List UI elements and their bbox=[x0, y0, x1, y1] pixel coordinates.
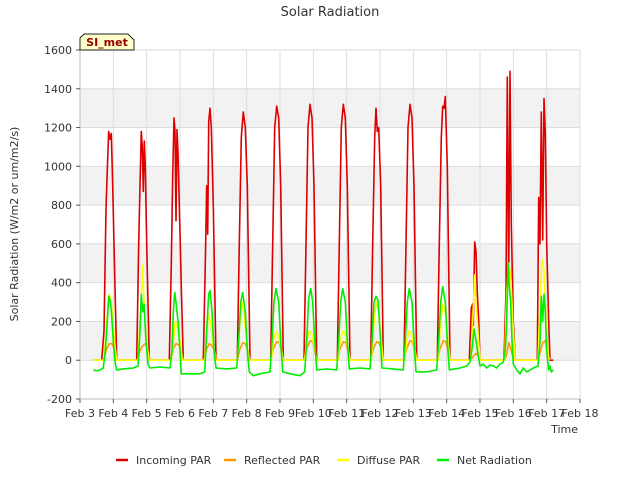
y-tick-label: 200 bbox=[51, 315, 72, 328]
y-tick-label: 1200 bbox=[44, 122, 72, 135]
y-tick-label: 1600 bbox=[44, 44, 72, 57]
x-tick-label: Feb 15 bbox=[462, 407, 499, 420]
x-tick-label: Feb 6 bbox=[165, 407, 195, 420]
y-tick-label: 600 bbox=[51, 238, 72, 251]
x-tick-label: Feb 11 bbox=[328, 407, 365, 420]
x-tick-label: Feb 4 bbox=[98, 407, 128, 420]
legend-item-diffuse-par: Diffuse PAR bbox=[337, 454, 421, 467]
plot-background-bands bbox=[80, 50, 580, 399]
x-tick-label: Feb 3 bbox=[65, 407, 95, 420]
plot-band bbox=[80, 88, 580, 128]
x-tick-label: Feb 8 bbox=[232, 407, 262, 420]
y-tick-label: 0 bbox=[65, 354, 72, 367]
series-layer bbox=[93, 70, 554, 377]
series-line-net-radiation bbox=[93, 262, 554, 377]
legend-item-reflected-par: Reflected PAR bbox=[224, 454, 321, 467]
annotation-box: SI_met bbox=[79, 33, 135, 51]
x-tick-label: Feb 13 bbox=[395, 407, 432, 420]
x-tick-label: Feb 14 bbox=[428, 407, 465, 420]
legend-label: Net Radiation bbox=[457, 454, 532, 467]
plot-band bbox=[80, 321, 580, 361]
chart-title: Solar Radiation bbox=[281, 5, 380, 20]
legend-label: Diffuse PAR bbox=[357, 454, 421, 467]
x-tick-label: Feb 17 bbox=[528, 407, 565, 420]
legend-item-net-radiation: Net Radiation bbox=[437, 454, 532, 467]
series-line-incoming-par bbox=[93, 70, 554, 362]
plot-band bbox=[80, 166, 580, 206]
y-tick-label: -200 bbox=[47, 393, 72, 406]
x-tick-label: Feb 18 bbox=[562, 407, 599, 420]
legend-item-incoming-par: Incoming PAR bbox=[116, 454, 212, 467]
x-tick-label: Feb 12 bbox=[362, 407, 399, 420]
y-tick-label: 1000 bbox=[44, 160, 72, 173]
x-tick-label: Feb 9 bbox=[265, 407, 295, 420]
y-tick-label: 1400 bbox=[44, 83, 72, 96]
x-tick-label: Feb 10 bbox=[295, 407, 332, 420]
x-tick-label: Feb 5 bbox=[132, 407, 162, 420]
y-axis-label: Solar Radiation (W/m2 or um/m2/s) bbox=[8, 127, 21, 322]
plot-band bbox=[80, 243, 580, 283]
legend: Incoming PAR Reflected PAR Diffuse PAR Net … bbox=[116, 454, 532, 467]
annotation-label: SI_met bbox=[86, 36, 128, 49]
legend-label: Incoming PAR bbox=[136, 454, 212, 467]
x-tick-label: Feb 16 bbox=[495, 407, 532, 420]
x-tick-label: Feb 7 bbox=[198, 407, 228, 420]
x-axis-label: Time bbox=[550, 423, 578, 436]
y-tick-label: 400 bbox=[51, 277, 72, 290]
legend-label: Reflected PAR bbox=[244, 454, 321, 467]
y-tick-label: 800 bbox=[51, 199, 72, 212]
annotation-box-shape bbox=[79, 33, 135, 51]
